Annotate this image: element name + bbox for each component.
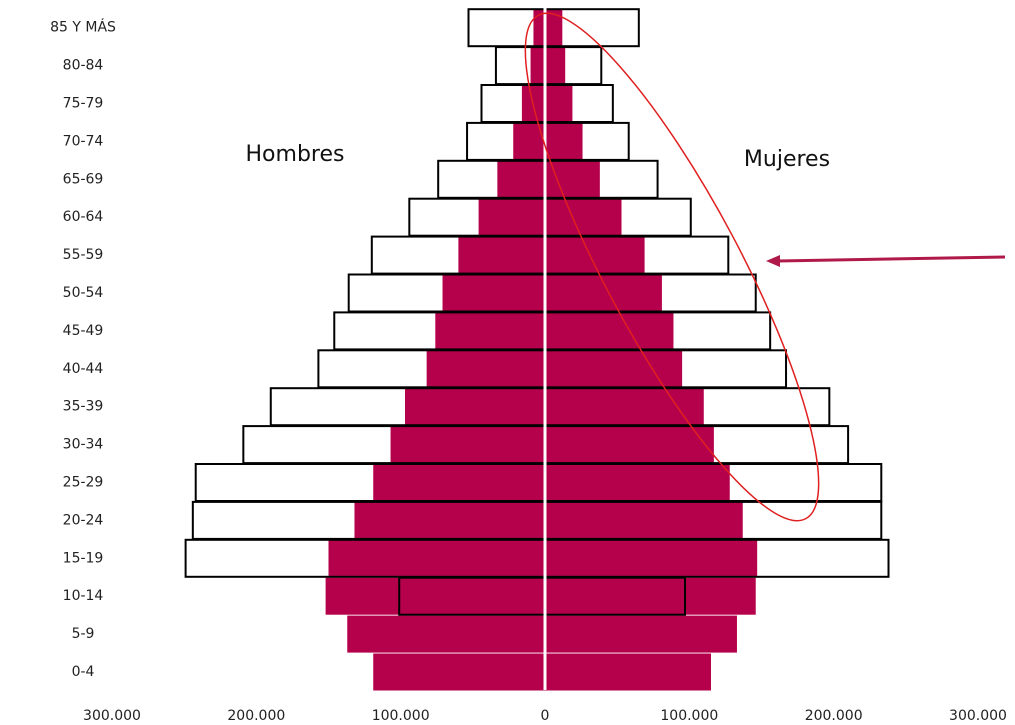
bar — [545, 274, 662, 312]
y-tick-label: 30-34 — [63, 437, 104, 453]
bar — [435, 312, 545, 350]
bar — [478, 198, 545, 236]
bar — [533, 9, 545, 47]
x-tick-label: 300.000 — [83, 708, 141, 724]
y-tick-label: 40-44 — [63, 361, 104, 377]
bar — [545, 388, 704, 426]
bar — [404, 388, 545, 426]
bar — [545, 122, 583, 160]
bar — [373, 653, 545, 691]
arrow-shaft — [777, 255, 1006, 263]
bar — [545, 577, 756, 615]
y-tick-label: 75-79 — [63, 96, 104, 112]
bar — [545, 464, 730, 501]
bar — [328, 539, 545, 577]
bar — [545, 198, 622, 236]
y-tick-label: 85 Y MÁS — [50, 19, 116, 36]
y-tick-label: 50-54 — [63, 285, 104, 301]
bar — [325, 577, 545, 615]
y-tick-label: 0-4 — [72, 664, 95, 680]
y-tick-label: 25-29 — [63, 475, 104, 491]
y-tick-label: 15-19 — [63, 550, 104, 566]
bar — [545, 350, 683, 388]
x-tick-label: 300.000 — [949, 708, 1007, 724]
right-side-label: Mujeres — [744, 147, 830, 172]
left-side-label: Hombres — [246, 142, 345, 167]
bar — [390, 426, 545, 464]
highlight-ellipse — [524, 12, 820, 522]
y-tick-label: 80-84 — [63, 58, 104, 74]
x-tick-label: 0 — [541, 708, 550, 724]
y-tick-label: 20-24 — [63, 512, 104, 528]
bar — [442, 274, 545, 312]
y-tick-label: 65-69 — [63, 171, 104, 187]
bar — [497, 160, 545, 198]
bar — [545, 653, 711, 691]
bar — [426, 350, 545, 388]
bar — [347, 615, 545, 653]
bar — [545, 85, 573, 122]
x-tick-label: 100.000 — [660, 708, 718, 724]
bar — [545, 501, 743, 539]
bar — [545, 9, 563, 47]
x-tick-label: 200.000 — [227, 708, 285, 724]
bar — [545, 539, 758, 577]
bar — [545, 312, 674, 350]
bar — [530, 47, 545, 85]
bar — [545, 615, 737, 653]
x-tick-label: 100.000 — [372, 708, 430, 724]
bar — [545, 47, 566, 85]
bar — [458, 236, 545, 274]
bar — [354, 501, 545, 539]
y-tick-label: 55-59 — [63, 247, 104, 263]
x-tick-label: 200.000 — [805, 708, 863, 724]
y-tick-label: 60-64 — [63, 209, 104, 225]
bar — [545, 236, 645, 274]
y-tick-label: 45-49 — [63, 323, 104, 339]
y-tick-label: 70-74 — [63, 133, 104, 149]
plot — [184, 8, 890, 691]
arrow-head — [766, 255, 780, 267]
bar — [373, 464, 545, 501]
y-tick-label: 10-14 — [63, 588, 104, 604]
bar — [545, 160, 600, 198]
y-tick-label: 5-9 — [72, 626, 95, 642]
y-tick-label: 35-39 — [63, 399, 104, 415]
bar — [545, 426, 714, 464]
